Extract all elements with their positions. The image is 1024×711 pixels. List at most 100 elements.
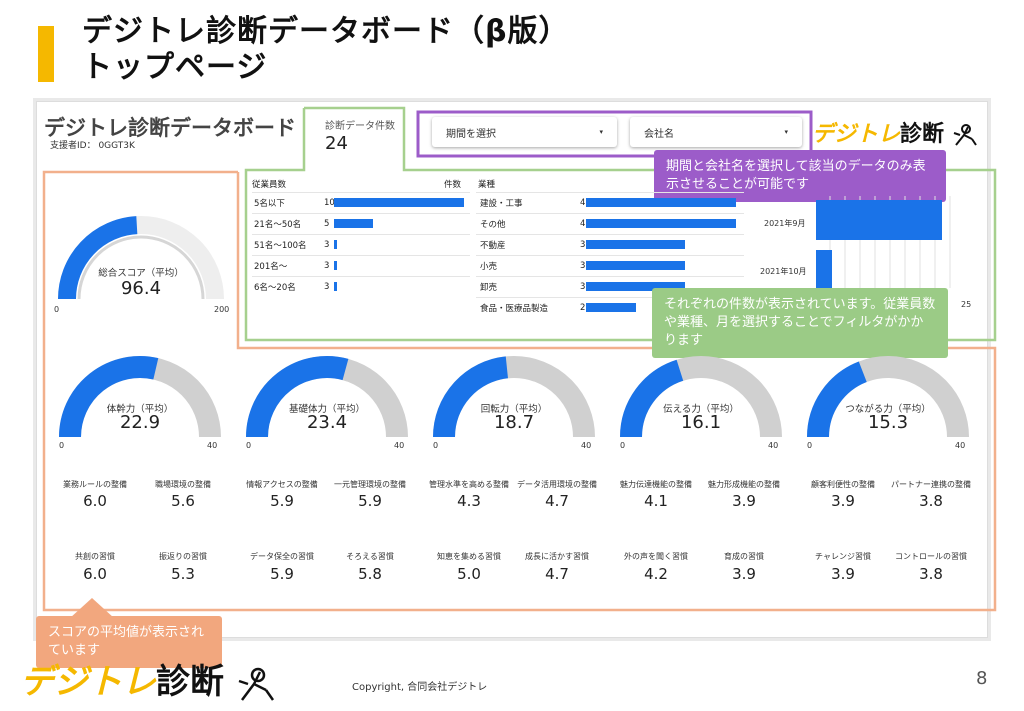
category-label: 回転力（平均） [480, 404, 548, 415]
industry-row[interactable]: 卸売 3 [476, 276, 744, 296]
category-value: 23.4 [306, 412, 348, 433]
industry-row-value: 3 [580, 260, 586, 271]
item-label: 共創の習慣 [75, 552, 115, 561]
scores-callout: スコアの平均値が表示されています [36, 616, 222, 668]
counts-callout: それぞれの件数が表示されています。従業員数や業種、月を選択することでフィルタがか… [652, 288, 948, 358]
item-label: 魅力伝達機能の整備 [620, 480, 692, 489]
copyright: Copyright, 合同会社デジトレ [352, 682, 488, 693]
employees-header: 従業員数 [252, 180, 287, 190]
item-value: 3.9 [831, 492, 855, 510]
item-value: 5.8 [358, 565, 382, 583]
employees-row[interactable]: 51名〜100名 3 [252, 234, 470, 254]
industry-bar [586, 198, 736, 207]
item-value: 4.1 [644, 492, 668, 510]
logo-text-digitore: デジトレ [812, 122, 901, 147]
category-max: 40 [394, 441, 405, 450]
category-label: 体幹力（平均） [106, 404, 174, 415]
industry-row[interactable]: 不動産 3 [476, 234, 744, 254]
industry-row-value: 4 [580, 218, 586, 229]
total-gauge-fill [58, 216, 138, 300]
total-gauge-svg [58, 216, 224, 300]
employees-bar [334, 282, 337, 291]
category-gauge-svg [246, 356, 408, 438]
page-number: 8 [976, 668, 988, 689]
period-select-label: 期間を選択 [446, 128, 496, 140]
item-value: 5.6 [171, 492, 195, 510]
runner-icon [953, 124, 977, 146]
dashboard-title: デジトレ診断データボード [44, 116, 296, 140]
category-gauge-fill [59, 356, 159, 438]
industry-row-label: 食品・医療品製造 [480, 303, 549, 314]
period-select[interactable]: 期間を選択 ▾ [432, 117, 617, 147]
category-label: つながる力（平均） [845, 404, 931, 415]
slide-title-line2: トップページ [82, 50, 268, 85]
item-value: 5.9 [358, 492, 382, 510]
scores-callout-pointer [70, 598, 114, 618]
category-gauge-fill [246, 356, 349, 438]
industry-row-value: 3 [580, 239, 586, 250]
employees-row-value: 5 [324, 218, 330, 229]
category-label: 基礎体力（平均） [288, 404, 365, 415]
category-gauge-svg [59, 356, 221, 438]
industry-bar [586, 303, 636, 312]
employees-row[interactable]: 5名以下 10 [252, 192, 470, 212]
month-label-sep: 2021年9月 [764, 219, 806, 228]
category-gauge-fill [433, 356, 509, 438]
category-gauge-svg [433, 356, 595, 438]
item-label: 知恵を集める習慣 [437, 552, 501, 561]
item-label: 育成の習慣 [724, 552, 764, 561]
item-value: 3.9 [732, 565, 756, 583]
industry-bar [586, 282, 685, 291]
item-value: 5.9 [270, 492, 294, 510]
category-label: 伝える力（平均） [663, 404, 739, 415]
employees-row-label: 21名〜50名 [254, 219, 302, 230]
category-card: 体幹力（平均） 22.9 0 40 業務ルールの整備 6.0 職場環境の整備 5… [55, 355, 225, 590]
category-card: 回転力（平均） 18.7 0 40 管理水準を高める整備 4.3 データ活用環境… [429, 355, 599, 590]
category-card: つながる力（平均） 15.3 0 40 顧客利便性の整備 3.9 パートナー連携… [803, 355, 973, 590]
employees-row-label: 51名〜100名 [254, 240, 307, 251]
category-min: 0 [620, 441, 626, 450]
slide-title: デジトレ診断データボード（β版） トップページ [82, 14, 569, 86]
dashboard-logo: デジトレ診断 [812, 116, 978, 148]
industry-row[interactable]: 小売 3 [476, 255, 744, 275]
industry-row[interactable]: 建設・工事 4 [476, 192, 744, 212]
category-gauge-fill [620, 359, 684, 438]
slide-title-line1: デジトレ診断データボード（β版） [82, 14, 570, 49]
category-max: 40 [207, 441, 218, 450]
industry-row-label: 建設・工事 [480, 198, 523, 209]
item-value: 3.8 [919, 492, 943, 510]
month-chart-svg [816, 196, 951, 288]
employees-bar [334, 198, 464, 207]
item-label: 外の声を聞く習慣 [624, 552, 688, 561]
employees-row-label: 6名〜20名 [254, 282, 296, 293]
category-gauge-svg [620, 356, 782, 438]
employees-row[interactable]: 21名〜50名 5 [252, 213, 470, 233]
employees-row[interactable]: 201名〜 3 [252, 255, 470, 275]
item-value: 4.2 [644, 565, 668, 583]
item-label: 振返りの習慣 [159, 552, 207, 561]
filter-callout: 期間と会社名を選択して該当のデータのみ表示させることが可能です [654, 150, 946, 202]
total-gauge-inner-ring [77, 235, 205, 300]
item-label: パートナー連携の整備 [891, 480, 971, 489]
employees-bar [334, 219, 373, 228]
employees-row-label: 201名〜 [254, 261, 288, 272]
month-label-oct: 2021年10月 [760, 267, 807, 276]
total-score-gauge: 総合スコア（平均） 96.4 0 200 [50, 203, 232, 318]
industry-row[interactable]: その他 4 [476, 213, 744, 233]
employees-row[interactable]: 6名〜20名 3 [252, 276, 470, 296]
category-min: 0 [246, 441, 252, 450]
count-value: 24 [325, 133, 348, 154]
industry-row-label: 卸売 [480, 282, 498, 293]
company-select[interactable]: 会社名 ▾ [630, 117, 802, 147]
category-gauge-fill [807, 361, 868, 438]
count-label: 診断データ件数 [325, 121, 395, 132]
employees-count-header: 件数 [444, 180, 462, 190]
item-value: 5.3 [171, 565, 195, 583]
item-value: 5.0 [457, 565, 481, 583]
employees-bar [334, 261, 337, 270]
industry-row[interactable]: 食品・医療品製造 2 [476, 297, 744, 317]
footer-logo-digitore: デジトレ [20, 662, 156, 702]
item-value: 6.0 [83, 492, 107, 510]
industry-row-label: 小売 [480, 261, 498, 272]
caret-down-icon: ▾ [599, 128, 603, 136]
